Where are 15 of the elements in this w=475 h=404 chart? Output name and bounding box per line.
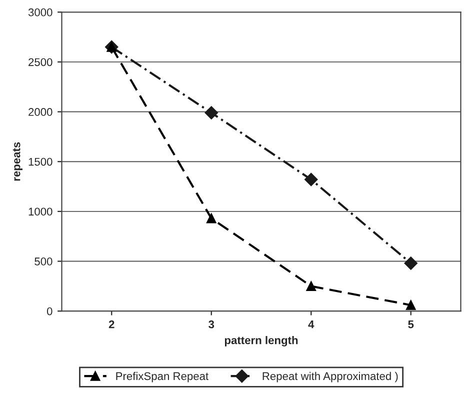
y-tick-label: 1500 [28,158,52,166]
y-tick-label: 500 [34,258,52,266]
y-tick-label: 3000 [28,8,52,16]
x-tick-label: 4 [308,320,314,328]
x-tick-label: 5 [408,320,414,328]
y-tick-label: 2500 [28,58,52,66]
y-tick-label: 0 [46,307,52,316]
x-axis-title: pattern length [224,336,298,346]
x-tick-label: 2 [108,320,114,328]
y-axis-title: repeats [12,142,22,181]
y-tick-label: 1000 [28,208,52,216]
x-tick-label: 3 [208,320,214,328]
legend-label: PrefixSpan Repeat [116,372,208,382]
legend-label: Repeat with Approximated ) [262,372,398,382]
y-tick-label: 2000 [28,108,52,116]
